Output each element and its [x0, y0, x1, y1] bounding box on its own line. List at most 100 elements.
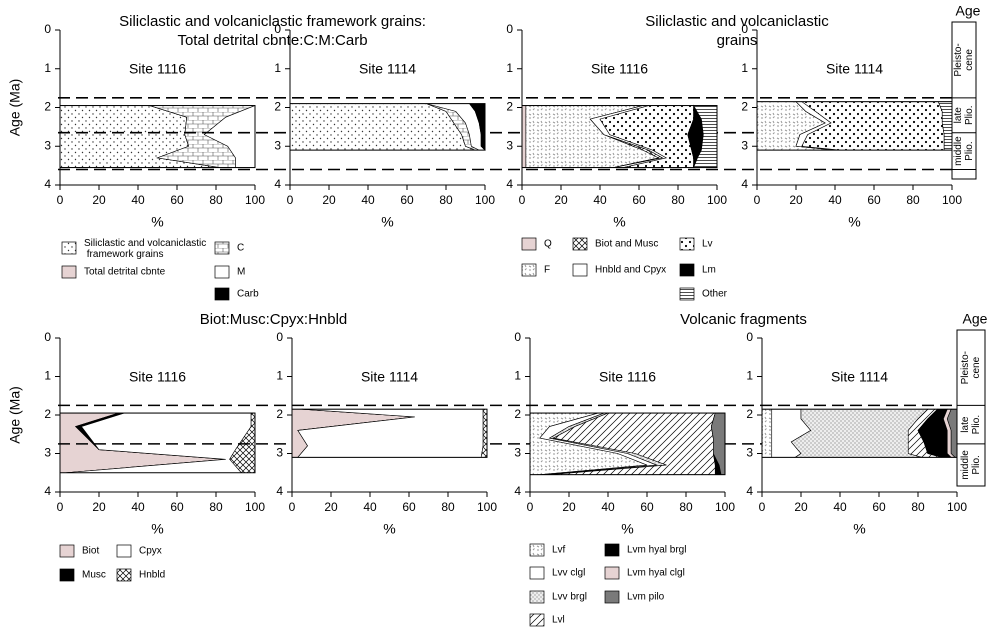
y-tick-label: 4: [741, 177, 748, 191]
x-tick-label: 100: [942, 193, 962, 207]
x-tick-label: 80: [209, 500, 223, 514]
legend-swatch: [521, 237, 537, 251]
legend-label: Lvm hyal clgl: [627, 568, 685, 579]
y-tick-label: 4: [274, 177, 281, 191]
y-tick-label: 2: [741, 100, 748, 114]
x-axis-label: %: [621, 521, 633, 537]
x-tick-label: 40: [131, 193, 145, 207]
legend-swatch: [116, 544, 132, 558]
legend-label: M: [237, 267, 245, 278]
legend-swatch: [679, 287, 695, 301]
y-tick-label: 3: [276, 446, 283, 460]
y-tick-label: 1: [44, 61, 51, 75]
legend-swatch: [521, 263, 537, 277]
site-label: Site 1116: [129, 61, 186, 77]
legend-swatch: [529, 543, 545, 557]
legend-swatch: [529, 566, 545, 580]
x-tick-label: 80: [439, 193, 453, 207]
x-tick-label: 60: [400, 193, 414, 207]
x-tick-label: 0: [57, 193, 64, 207]
y-tick-label: 1: [274, 61, 281, 75]
age-unit: Plio.: [971, 415, 982, 434]
age-unit: late: [953, 107, 964, 124]
legend-label: Cpyx: [139, 546, 162, 557]
legend-swatch: [61, 241, 77, 255]
age-unit: middle: [960, 450, 971, 480]
site-label: Site 1116: [599, 369, 656, 385]
legend-swatch: [679, 263, 695, 277]
legend-label: Lvv clgl: [552, 568, 585, 579]
x-tick-label: 40: [833, 500, 847, 514]
x-tick-label: 20: [92, 500, 106, 514]
legend-label: Carb: [237, 289, 259, 300]
y-axis-label: Age (Ma): [7, 79, 23, 137]
x-tick-label: 20: [554, 193, 568, 207]
y-tick-label: 0: [276, 330, 283, 344]
x-tick-label: 80: [209, 193, 223, 207]
y-tick-label: 0: [44, 330, 51, 344]
x-tick-label: 40: [593, 193, 607, 207]
x-tick-label: 60: [640, 500, 654, 514]
x-tick-label: 0: [519, 193, 526, 207]
age-title: Age: [956, 3, 981, 19]
legend-label: Lvf: [552, 545, 566, 556]
legend-label: Other: [702, 289, 728, 300]
x-tick-label: 0: [287, 193, 294, 207]
legend-label: Lm: [702, 265, 716, 276]
x-axis-label: %: [381, 214, 393, 230]
site-label: Site 1116: [591, 61, 648, 77]
x-tick-label: 100: [707, 193, 727, 207]
y-tick-label: 1: [746, 369, 753, 383]
x-tick-label: 20: [322, 193, 336, 207]
chart-title: Volcanic fragments: [680, 311, 807, 328]
chart-title: Siliclastic and volcaniclastic: [645, 13, 829, 30]
y-tick-label: 1: [276, 369, 283, 383]
x-tick-label: 40: [601, 500, 615, 514]
x-tick-label: 80: [906, 193, 920, 207]
y-tick-label: 3: [44, 446, 51, 460]
x-tick-label: 20: [324, 500, 338, 514]
x-axis-label: %: [613, 214, 625, 230]
age-unit: Plio.: [964, 106, 975, 125]
legend-swatch: [214, 287, 230, 301]
area: [761, 408, 773, 458]
chart-title: grains: [717, 32, 758, 49]
x-axis-label: %: [383, 521, 395, 537]
y-tick-label: 2: [276, 407, 283, 421]
y-tick-label: 4: [514, 484, 521, 498]
legend-label: Biot: [82, 546, 99, 557]
x-axis-label: %: [848, 214, 860, 230]
legend-label: Lvm hyal brgl: [627, 545, 686, 556]
y-tick-label: 1: [514, 369, 521, 383]
y-axis-label: Age (Ma): [7, 386, 23, 444]
chart-title: Total detrital cbnte:C:M:Carb: [177, 32, 367, 49]
x-tick-label: 60: [402, 500, 416, 514]
site-label: Site 1114: [361, 369, 418, 385]
x-tick-label: 0: [289, 500, 296, 514]
area: [521, 105, 527, 168]
age-unit: middle: [953, 136, 964, 166]
x-tick-label: 20: [92, 193, 106, 207]
age-unit: cene: [971, 356, 982, 378]
y-tick-label: 2: [44, 100, 51, 114]
legend-label: Lvm pilo: [627, 592, 665, 603]
age-column: [956, 329, 986, 487]
legend-label: Biot and Musc: [595, 239, 658, 250]
legend-label: Q: [544, 239, 552, 250]
y-tick-label: 2: [274, 100, 281, 114]
y-tick-label: 2: [44, 407, 51, 421]
y-tick-label: 2: [514, 407, 521, 421]
y-tick-label: 0: [274, 22, 281, 36]
legend-label: Musc: [82, 570, 106, 581]
legend-label: Lvv brgl: [552, 592, 587, 603]
y-tick-label: 1: [506, 61, 513, 75]
legend-label: Hnbld and Cpyx: [595, 265, 666, 276]
legend-swatch: [59, 544, 75, 558]
y-tick-label: 3: [741, 138, 748, 152]
area: [790, 408, 929, 458]
site-label: Site 1116: [129, 369, 186, 385]
x-tick-label: 100: [475, 193, 495, 207]
legend-label: C: [237, 243, 244, 254]
x-tick-label: 60: [170, 193, 184, 207]
